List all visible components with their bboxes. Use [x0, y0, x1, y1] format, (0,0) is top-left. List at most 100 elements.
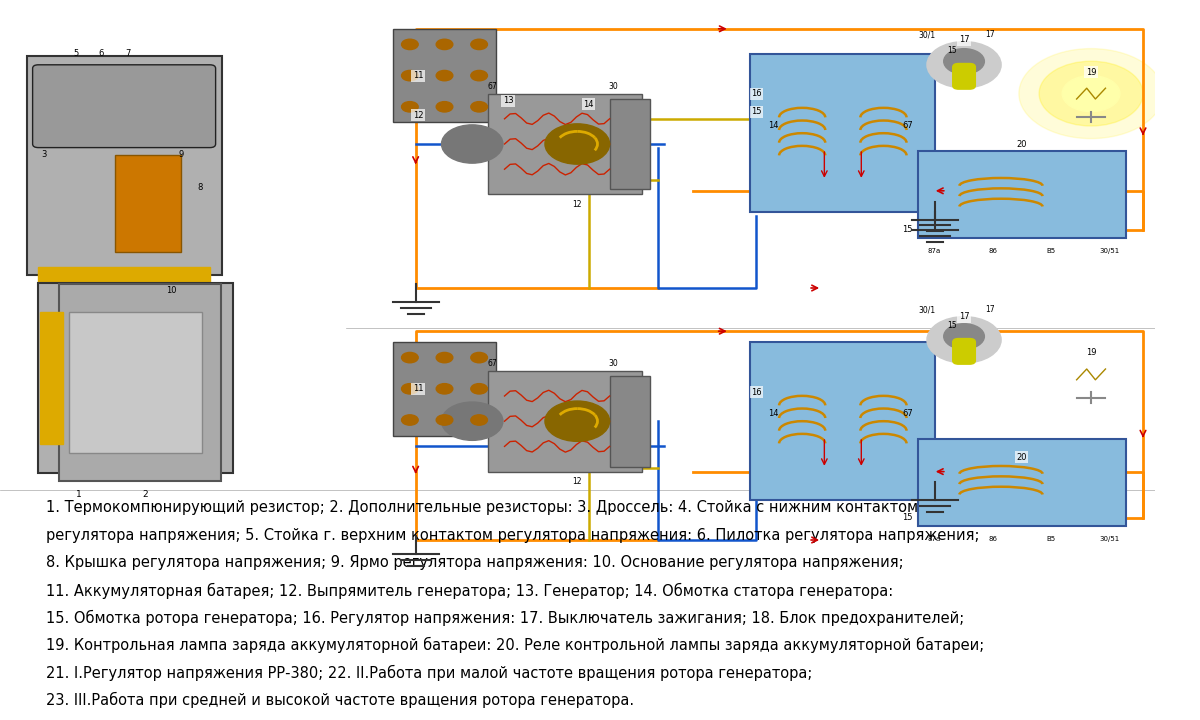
Bar — [392, 342, 497, 436]
Text: 87а: 87а — [928, 536, 941, 542]
Bar — [610, 376, 650, 467]
Text: регулятора напряжения; 5. Стойка г. верхним контактом регулятора напряжения: 6. : регулятора напряжения; 5. Стойка г. верх… — [46, 528, 979, 543]
Text: 16: 16 — [751, 89, 762, 98]
Text: 87а: 87а — [928, 248, 941, 254]
Bar — [38, 267, 210, 300]
Circle shape — [436, 415, 452, 426]
Text: 14: 14 — [583, 100, 594, 109]
FancyBboxPatch shape — [918, 439, 1126, 526]
Text: 67: 67 — [902, 409, 913, 418]
Circle shape — [402, 352, 418, 363]
Circle shape — [1039, 61, 1144, 126]
Circle shape — [1019, 49, 1163, 139]
Circle shape — [928, 42, 1001, 88]
Text: 86: 86 — [988, 536, 997, 542]
Bar — [41, 312, 64, 444]
Circle shape — [442, 402, 503, 441]
Circle shape — [436, 71, 452, 81]
Text: 30/1: 30/1 — [918, 305, 936, 314]
Circle shape — [470, 352, 487, 363]
Text: 19: 19 — [1086, 68, 1097, 76]
Text: 11: 11 — [413, 71, 424, 80]
Bar — [68, 312, 203, 453]
Text: 19: 19 — [1086, 348, 1097, 357]
Text: 12: 12 — [572, 477, 582, 486]
Text: 17: 17 — [985, 30, 995, 39]
Circle shape — [402, 415, 418, 426]
Text: 14: 14 — [768, 409, 778, 418]
Circle shape — [943, 49, 984, 74]
Text: 15: 15 — [902, 513, 913, 523]
Bar — [60, 284, 221, 481]
Circle shape — [402, 384, 418, 394]
Text: 17: 17 — [959, 312, 970, 321]
Bar — [488, 371, 642, 472]
Text: 11. Аккумуляторная батарея; 12. Выпрямитель генератора; 13. Генератор; 14. Обмот: 11. Аккумуляторная батарея; 12. Выпрямит… — [46, 582, 894, 598]
Text: 9: 9 — [179, 150, 184, 159]
FancyBboxPatch shape — [26, 56, 222, 275]
Circle shape — [402, 102, 418, 112]
Text: 20: 20 — [1016, 453, 1027, 462]
Circle shape — [470, 71, 487, 81]
Text: 8. Крышка регулятора напряжения; 9. Ярмо регулятора напряжения: 10. Основание ре: 8. Крышка регулятора напряжения; 9. Ярмо… — [46, 555, 904, 570]
Text: III: III — [418, 371, 434, 386]
Text: 12: 12 — [413, 111, 424, 120]
Circle shape — [470, 39, 487, 50]
Text: 3: 3 — [42, 150, 47, 159]
Text: 2: 2 — [143, 490, 148, 498]
Text: 12: 12 — [572, 200, 582, 209]
Text: 23. III.Работа при средней и высокой частоте вращения ротора генератора.: 23. III.Работа при средней и высокой час… — [46, 692, 635, 708]
Text: 15: 15 — [947, 46, 956, 55]
FancyBboxPatch shape — [32, 65, 216, 148]
FancyBboxPatch shape — [953, 338, 976, 364]
Circle shape — [928, 317, 1001, 363]
Circle shape — [436, 102, 452, 112]
Circle shape — [442, 125, 503, 163]
Text: 7: 7 — [125, 49, 131, 58]
Circle shape — [1062, 356, 1120, 392]
Text: В5: В5 — [1046, 248, 1056, 254]
Text: 20: 20 — [1016, 140, 1027, 148]
Text: 11: 11 — [413, 384, 424, 393]
FancyBboxPatch shape — [953, 63, 976, 89]
Circle shape — [470, 102, 487, 112]
Text: 67: 67 — [487, 81, 497, 91]
Bar — [114, 155, 181, 252]
Circle shape — [470, 415, 487, 426]
Text: II: II — [418, 43, 430, 58]
Text: 67: 67 — [902, 121, 913, 130]
Circle shape — [545, 124, 610, 164]
Text: 14: 14 — [768, 121, 778, 130]
Text: 19. Контрольная лампа заряда аккумуляторной батареи: 20. Реле контрольной лампы : 19. Контрольная лампа заряда аккумулятор… — [46, 637, 984, 653]
Circle shape — [436, 384, 452, 394]
FancyBboxPatch shape — [38, 283, 233, 473]
Text: 15: 15 — [902, 225, 913, 235]
Text: 8: 8 — [198, 183, 203, 192]
Text: 30/51: 30/51 — [1099, 536, 1120, 542]
Text: 5: 5 — [74, 49, 79, 58]
Text: 30: 30 — [608, 81, 618, 91]
Circle shape — [1062, 76, 1120, 112]
Bar — [610, 99, 650, 189]
FancyBboxPatch shape — [750, 54, 935, 212]
Text: 13: 13 — [503, 96, 514, 105]
Circle shape — [436, 352, 452, 363]
Bar — [488, 94, 642, 194]
Text: 1: 1 — [76, 490, 82, 498]
Circle shape — [470, 384, 487, 394]
Text: 30: 30 — [608, 359, 618, 368]
FancyBboxPatch shape — [918, 151, 1126, 238]
Text: 17: 17 — [985, 305, 995, 314]
Text: 30/51: 30/51 — [1099, 248, 1120, 254]
Text: 86: 86 — [988, 248, 997, 254]
Circle shape — [545, 401, 610, 441]
Text: 17: 17 — [959, 35, 970, 44]
Text: В5: В5 — [1046, 536, 1056, 542]
Text: 67: 67 — [487, 359, 497, 368]
Circle shape — [943, 324, 984, 349]
Text: 30/1: 30/1 — [918, 30, 936, 39]
Text: 1. Термокомпюнирующий резистор; 2. Дополнительные резисторы: 3. Дроссель: 4. Сто: 1. Термокомпюнирующий резистор; 2. Допол… — [46, 500, 918, 516]
FancyBboxPatch shape — [750, 342, 935, 500]
Circle shape — [436, 39, 452, 50]
Text: 15: 15 — [751, 107, 762, 116]
